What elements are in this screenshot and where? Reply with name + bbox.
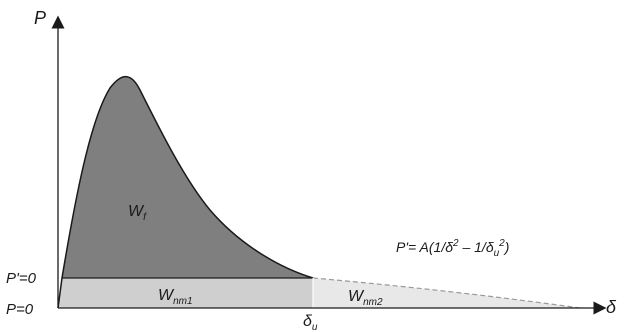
y-axis-label: P <box>34 8 46 28</box>
wnm1-label: Wnm1 <box>158 287 193 307</box>
p-zero-label: P=0 <box>6 301 34 318</box>
wf-label: Wf <box>128 203 147 223</box>
softening-curve <box>57 75 314 309</box>
region-wnm2 <box>313 278 580 308</box>
region-wnm1 <box>58 278 313 308</box>
wnm2-label: Wnm2 <box>348 288 383 308</box>
p-prime-zero-label: P'=0 <box>6 270 37 287</box>
tail-formula: P'= A(1/δ2 – 1/δu2) <box>396 238 509 259</box>
delta-u-label: δu <box>303 313 318 332</box>
x-axis-label: δ <box>606 297 617 317</box>
tail-curve-dashed <box>312 277 581 309</box>
region-wf <box>62 76 313 278</box>
